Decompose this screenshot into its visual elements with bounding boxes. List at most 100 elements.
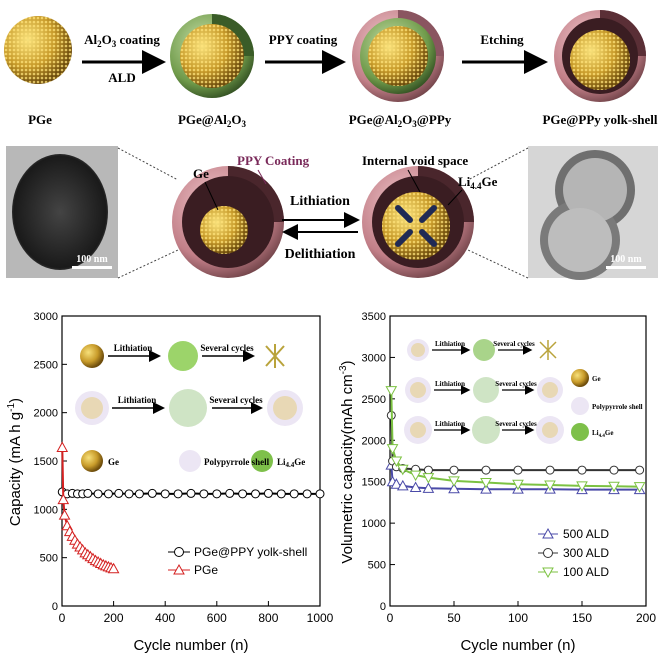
zoom-lines <box>117 147 529 279</box>
chart2-frame <box>389 315 647 607</box>
chart1-ytick-label: 500 <box>40 553 58 565</box>
chart1-legend <box>168 547 190 575</box>
chart1-inset-step1: Lithiation <box>114 343 153 353</box>
chart1-point <box>57 493 70 505</box>
chart1-point <box>58 509 71 520</box>
chart1-ytick-label: 1000 <box>34 504 58 516</box>
chart1-point <box>263 488 273 498</box>
ppy-label: PPY Coating <box>237 153 310 168</box>
tem-image-left <box>6 146 118 278</box>
chart2-point <box>390 478 403 489</box>
chart2-point <box>386 444 399 455</box>
chart1-point <box>173 489 183 499</box>
chart2-point <box>396 464 409 476</box>
chart2-point <box>545 465 555 475</box>
chart2-point <box>448 476 460 487</box>
lithiation-label: Lithiation <box>290 194 350 209</box>
tem-scale-right: 100 nm <box>610 254 642 265</box>
chart1-ytick-label: 1500 <box>34 456 58 468</box>
chart1-xtick-label: 400 <box>155 611 175 625</box>
chart2-point <box>422 482 435 493</box>
chart1-inset-step2b: Several cycles <box>209 395 263 405</box>
chart2-point <box>544 480 556 492</box>
chart2-inset-step2: Several cycles <box>493 340 535 348</box>
chart2-point <box>480 483 492 494</box>
chart1-point <box>238 489 248 499</box>
chart1-xlabel: Cycle number (n) <box>133 637 248 654</box>
chart2-ylabel: Volumetric capacity(mAh cm-3) <box>338 360 356 563</box>
chart1-point <box>134 489 144 499</box>
chart2-point <box>422 473 435 484</box>
chart2-point <box>390 456 403 468</box>
chart1-point <box>315 489 325 499</box>
chart1-point <box>93 489 103 499</box>
chart2-ytick-label: 2000 <box>362 435 386 447</box>
chart1-inset-step1b: Lithiation <box>118 395 157 405</box>
chart2-point <box>423 465 433 475</box>
li-pointer <box>447 189 463 206</box>
chart1-point <box>56 441 69 452</box>
stage-label-pge-al2o3-ppy: PGe@Al2O3@PPy <box>349 112 452 129</box>
chart2-point <box>577 465 587 475</box>
chart2-xtick-label: 50 <box>447 611 461 625</box>
chart2-inset-legend-shell: Polypyrrole shell <box>592 403 643 411</box>
ge-pointer <box>204 181 219 211</box>
chart1-point <box>186 488 196 498</box>
chart2-legend-series2: 300 ALD <box>563 546 609 560</box>
chart2-point <box>608 481 620 493</box>
chart1-inset-legend-li: Li4.4Ge <box>277 457 305 469</box>
stage-label-pge: PGe <box>28 112 52 127</box>
chart1-point <box>114 488 124 498</box>
stage-pge <box>4 16 72 84</box>
chart2-point <box>449 465 459 475</box>
chart1-point <box>199 489 209 499</box>
chart2-point <box>633 482 646 493</box>
chart1-inset-legend-ge: Ge <box>108 457 119 467</box>
ge-label: Ge <box>193 166 209 181</box>
void-label: Internal void space <box>362 153 468 168</box>
chart1-xtick-label: 200 <box>104 611 124 625</box>
chart2-point <box>635 465 645 475</box>
chart1-ylabel: Capacity (mA h g-1) <box>6 398 24 526</box>
chart2-inset-step1: Lithiation <box>435 340 465 348</box>
chart1-point <box>212 489 222 499</box>
tem-scale-left: 100 nm <box>76 254 108 265</box>
chart2-ytick-label: 1000 <box>362 518 386 530</box>
chart2-xtick-label: 200 <box>636 611 656 625</box>
chart2-point <box>481 465 491 475</box>
chart-gravimetric: 0 200 400 600 800 1000 0 500 1000 1500 2000 2500 300… <box>6 311 334 654</box>
chart2-inset-step2b: Several cycles <box>495 380 537 388</box>
chart1-point <box>276 489 286 499</box>
chart1-ytick-label: 2000 <box>34 408 58 420</box>
step1-top-label: Al2O3 coating <box>84 32 160 49</box>
chart1-point <box>302 489 312 499</box>
chart1-point <box>124 489 134 499</box>
chart1-point <box>160 489 170 499</box>
chart1-legend-series1: PGe@PPY yolk-shell <box>194 545 307 559</box>
chart1-ytick-label: 3000 <box>34 311 58 323</box>
chart2-legend-series1: 500 ALD <box>563 527 609 541</box>
chart2-inset-step1c: Lithiation <box>435 420 465 428</box>
chart2-ytick-label: 3500 <box>362 311 386 323</box>
chart2-xtick-label: 0 <box>387 611 394 625</box>
chart1-inset-legend-shell: Polypyrrole shell <box>204 457 270 467</box>
chart2-inset-legend-li: Li4.4Ge <box>592 429 613 439</box>
tem-image-right <box>528 146 658 280</box>
chart2-point <box>409 470 422 482</box>
chart1-point <box>147 488 157 498</box>
stage-label-pge-al2o3: PGe@Al2O3 <box>178 112 247 129</box>
chart1-point <box>83 488 93 498</box>
chart2-point <box>448 482 460 494</box>
chart1-legend-series2: PGe <box>194 563 218 577</box>
ppy-pointer <box>257 169 267 185</box>
chart2-ytick-label: 0 <box>380 601 386 613</box>
chart2-xtick-label: 100 <box>508 611 528 625</box>
chart2-point <box>385 386 398 397</box>
chart2-point <box>480 478 492 489</box>
step2-label: PPY coating <box>269 32 338 47</box>
particle-delithiated <box>172 166 284 278</box>
chart1-xtick-label: 1000 <box>307 611 334 625</box>
step3-label: Etching <box>480 32 524 47</box>
chart2-xlabel: Cycle number (n) <box>460 637 575 654</box>
